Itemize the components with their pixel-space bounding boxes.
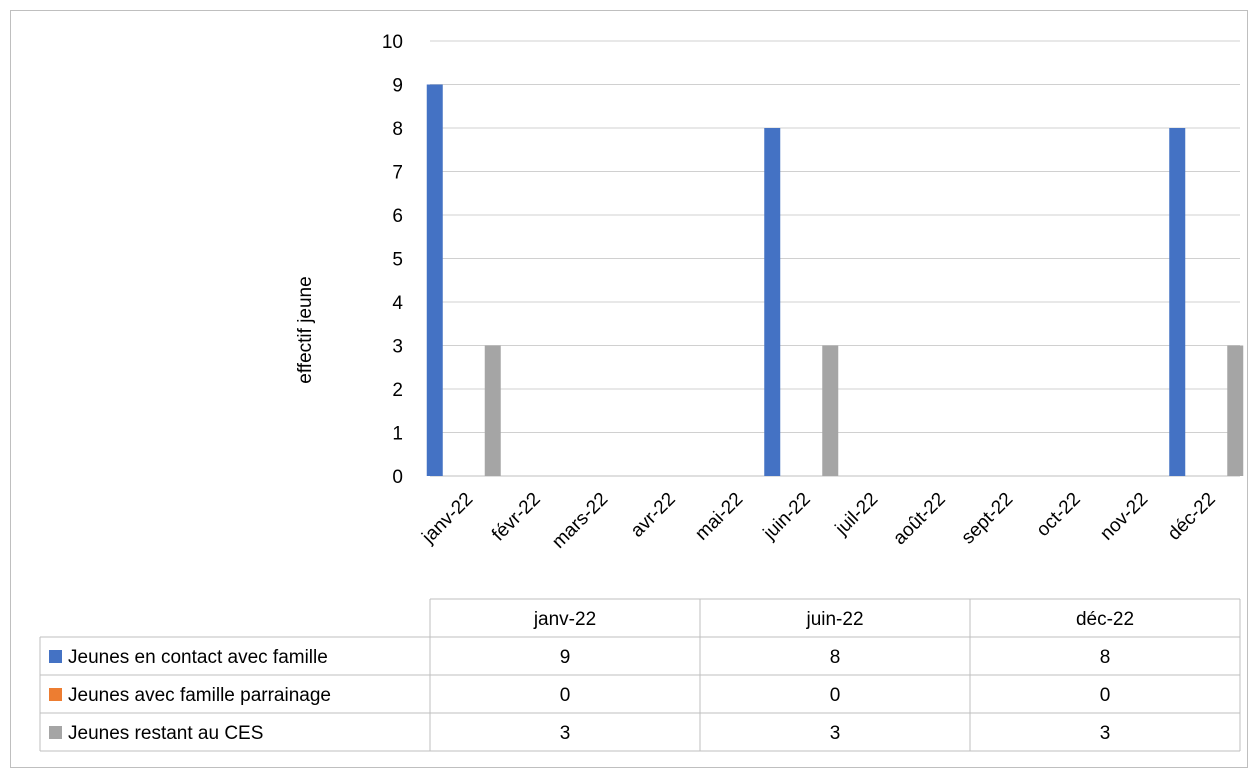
bar-3-juin-22 (822, 345, 839, 476)
table-column-header: juin-22 (805, 609, 863, 630)
x-tick-label: juil-22 (831, 489, 882, 540)
table-cell: 0 (830, 685, 841, 706)
bar-3-déc-22 (1227, 345, 1244, 476)
table-cell: 3 (1100, 723, 1111, 744)
y-tick-label: 6 (392, 206, 403, 227)
x-tick-label: mai-22 (691, 489, 747, 545)
data-table: janv-22 juin-22 déc-22 Jeunes en contact av… (39, 598, 1241, 752)
table-cell: 0 (1100, 685, 1111, 706)
y-tick-label: 10 (382, 32, 403, 53)
x-tick-label: août-22 (889, 489, 949, 549)
y-tick-label: 4 (392, 293, 403, 314)
table-column-header: janv-22 (533, 609, 596, 630)
table-row-label: Jeunes restant au CES (68, 723, 263, 744)
table-cell: 8 (830, 647, 841, 668)
table-column-header: déc-22 (1076, 609, 1134, 630)
x-tick-label: nov-22 (1096, 489, 1152, 545)
table-cell: 3 (830, 723, 841, 744)
legend-swatch (49, 726, 62, 739)
bar-3-janv-22 (484, 345, 501, 476)
y-tick-label: 3 (392, 337, 403, 358)
x-tick-labels: janv-22 févr-22 mars-22 avr-22 mai-22 juin-22… (418, 489, 1220, 553)
x-tick-label: janv-22 (418, 489, 478, 549)
legend-swatch (49, 688, 62, 701)
y-tick-label: 5 (392, 250, 403, 271)
y-tick-label: 1 (392, 424, 403, 445)
y-tick-label: 7 (392, 163, 403, 184)
table-cell: 3 (560, 723, 571, 744)
y-tick-label: 0 (392, 467, 403, 488)
bar-1-janv-22 (426, 84, 443, 476)
x-tick-label: avr-22 (627, 489, 680, 542)
x-tick-label: févr-22 (488, 489, 545, 546)
table-row-label: Jeunes en contact avec famille (68, 647, 328, 668)
x-tick-label: mars-22 (548, 489, 612, 553)
gridlines (430, 40, 1240, 477)
bars (426, 84, 1244, 476)
y-tick-label: 2 (392, 380, 403, 401)
table-cell: 8 (1100, 647, 1111, 668)
x-tick-label: oct-22 (1033, 489, 1085, 541)
y-axis-label: effectif jeune (295, 276, 316, 383)
y-tick-labels: 0 1 2 3 4 5 6 7 8 9 10 (382, 32, 404, 488)
legend-swatch (49, 650, 62, 663)
table-cell: 9 (560, 647, 571, 668)
table-cell: 0 (560, 685, 571, 706)
x-tick-label: déc-22 (1164, 489, 1220, 545)
y-tick-label: 9 (392, 76, 403, 97)
bar-1-juin-22 (764, 128, 781, 476)
y-tick-label: 8 (392, 119, 403, 140)
x-tick-label: sept-22 (958, 489, 1018, 549)
table-row-label: Jeunes avec famille parrainage (68, 685, 331, 706)
x-tick-label: juin-22 (759, 489, 815, 545)
bar-1-déc-22 (1169, 128, 1186, 476)
